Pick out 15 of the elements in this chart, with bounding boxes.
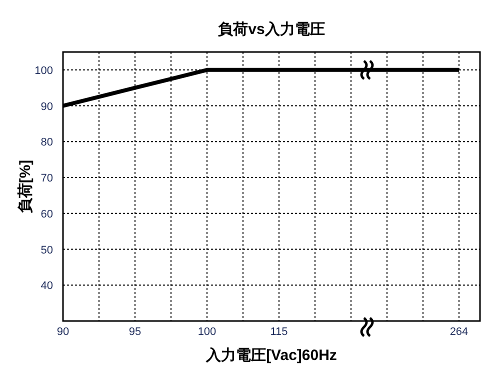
x-tick-label: 264: [450, 326, 468, 338]
x-tick-label: 90: [56, 326, 70, 338]
x-axis-title: 入力電圧[Vac]60Hz: [205, 347, 337, 364]
y-tick-label: 90: [40, 100, 53, 113]
x-tick-label: 100: [198, 326, 216, 338]
x-tick-label: 95: [128, 326, 142, 338]
chart-title: 負荷vs入力電圧: [218, 21, 325, 38]
y-tick-label: 100: [34, 64, 53, 77]
y-axis-title: 負荷[%]: [17, 160, 34, 214]
y-tick-label: 80: [40, 136, 53, 149]
x-tick-label: 115: [270, 326, 288, 338]
y-tick-label: 60: [40, 208, 53, 220]
y-tick-label: 50: [40, 244, 53, 256]
y-tick-label: 70: [40, 172, 53, 185]
y-tick-label: 40: [40, 280, 53, 292]
